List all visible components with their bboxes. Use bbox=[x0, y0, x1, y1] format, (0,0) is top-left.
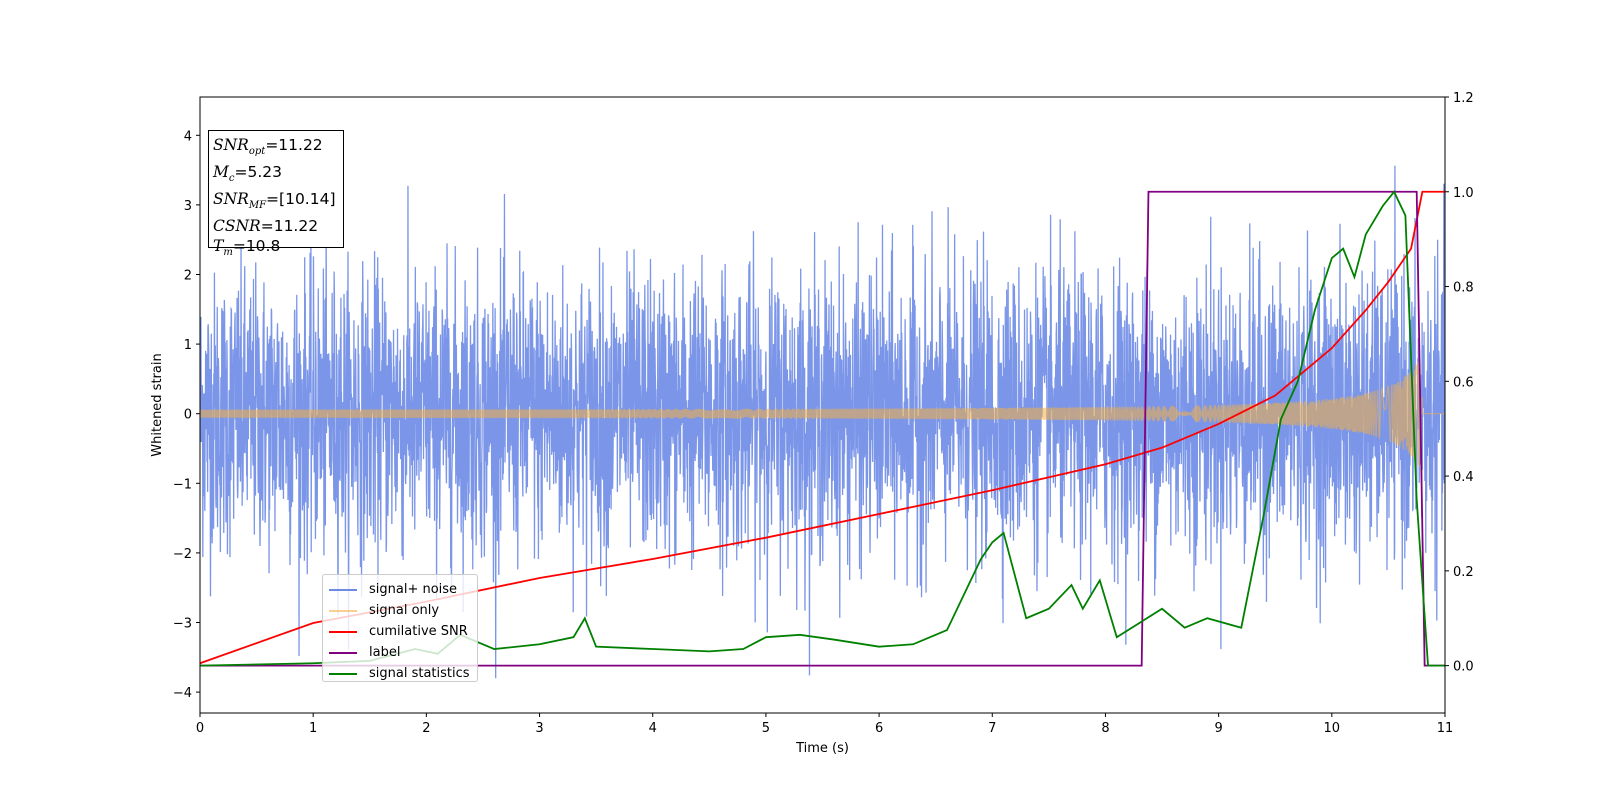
y-left-tick-label: −2 bbox=[173, 547, 192, 562]
snr-info-box: SNRopt=11.22 Mc=5.23 SNRMF=[10.14] CSNR=… bbox=[208, 130, 344, 258]
y-right-tick-label: 0.0 bbox=[1453, 660, 1474, 675]
legend-entry: signal only bbox=[323, 600, 477, 621]
legend-entry: signal+ noise bbox=[323, 579, 477, 600]
x-tick-label: 1 bbox=[309, 721, 317, 736]
y-left-tick-label: 2 bbox=[184, 268, 192, 283]
x-tick-label: 2 bbox=[422, 721, 430, 736]
y-axis-label: Whitened strain bbox=[150, 353, 165, 456]
tm-line: Tm=10.8 bbox=[213, 237, 281, 259]
csnr-line: CSNR=11.22 bbox=[213, 217, 319, 236]
y-left-tick-label: 4 bbox=[184, 129, 192, 144]
y-left-tick-label: −3 bbox=[173, 617, 192, 632]
x-tick-label: 5 bbox=[762, 721, 770, 736]
y-right-tick-label: 1.0 bbox=[1453, 186, 1474, 201]
x-tick-label: 4 bbox=[649, 721, 657, 736]
legend-entry: cumilative SNR bbox=[323, 621, 477, 642]
legend-label: signal statistics bbox=[369, 666, 470, 681]
y-left-tick-label: 1 bbox=[184, 338, 192, 353]
series-cumulative-snr-line bbox=[200, 190, 1445, 665]
y-right-tick-label: 0.6 bbox=[1453, 375, 1474, 390]
y-left-tick-label: 0 bbox=[184, 408, 192, 423]
y-left-tick-label: 3 bbox=[184, 199, 192, 214]
mc-line: Mc=5.23 bbox=[213, 163, 282, 185]
x-axis-label: Time (s) bbox=[795, 741, 849, 756]
legend-label: label bbox=[369, 645, 401, 660]
series-signal-only-line bbox=[200, 359, 1445, 467]
x-tick-label: 8 bbox=[1101, 721, 1109, 736]
x-tick-label: 9 bbox=[1214, 721, 1222, 736]
x-tick-label: 0 bbox=[196, 721, 204, 736]
y-left-tick-label: −1 bbox=[173, 477, 192, 492]
series-signal-statistics-line bbox=[200, 190, 1445, 667]
legend-swatch bbox=[329, 630, 357, 633]
chart-legend: signal+ noise signal only cumilative SNR la… bbox=[322, 574, 478, 682]
y-right-tick-label: 0.8 bbox=[1453, 281, 1474, 296]
y-right-tick-label: 0.2 bbox=[1453, 565, 1474, 580]
snr-opt-line: SNRopt=11.22 bbox=[213, 136, 323, 158]
y-right-tick-label: 1.2 bbox=[1453, 91, 1474, 106]
legend-label: signal only bbox=[369, 603, 440, 618]
y-left-tick-label: −4 bbox=[173, 686, 192, 701]
x-tick-label: 10 bbox=[1324, 721, 1341, 736]
legend-swatch bbox=[329, 672, 357, 675]
legend-swatch bbox=[329, 609, 357, 612]
legend-swatch bbox=[329, 651, 357, 654]
legend-label: cumilative SNR bbox=[369, 624, 468, 639]
legend-entry: signal statistics bbox=[323, 663, 477, 684]
x-tick-label: 11 bbox=[1437, 721, 1454, 736]
legend-label: signal+ noise bbox=[369, 582, 458, 597]
x-tick-label: 3 bbox=[535, 721, 543, 736]
y-right-tick-label: 0.4 bbox=[1453, 470, 1474, 485]
legend-entry: label bbox=[323, 642, 477, 663]
x-tick-label: 6 bbox=[875, 721, 883, 736]
x-tick-label: 7 bbox=[988, 721, 996, 736]
plot-frame bbox=[199, 96, 1446, 714]
legend-swatch bbox=[329, 588, 357, 591]
snr-mf-line: SNRMF=[10.14] bbox=[213, 190, 336, 212]
